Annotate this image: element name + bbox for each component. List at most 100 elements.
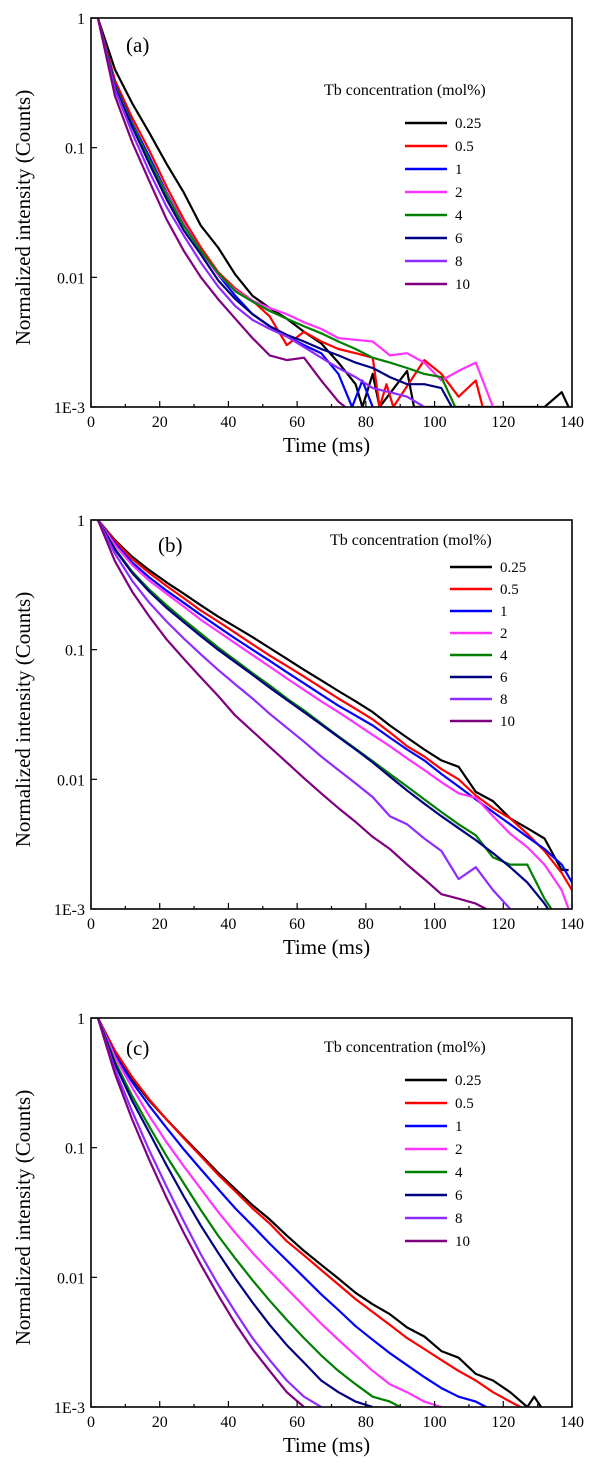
series-line-0.5 xyxy=(96,18,484,407)
x-tick-label: 40 xyxy=(220,916,236,933)
legend-label-0.5: 0.5 xyxy=(455,1096,474,1112)
x-tick-label: 120 xyxy=(491,1414,515,1431)
legend-label-10: 10 xyxy=(455,277,470,293)
x-tick-label: 100 xyxy=(423,414,447,431)
x-tick-label: 80 xyxy=(358,414,374,431)
series-group xyxy=(96,520,572,909)
panel-label: (b) xyxy=(158,533,183,557)
panel-label: (a) xyxy=(126,33,149,57)
legend-label-0.5: 0.5 xyxy=(455,139,474,155)
x-tick-label: 140 xyxy=(560,414,584,431)
y-axis-title: Normalized intensity (Counts) xyxy=(11,1090,35,1345)
legend-label-2: 2 xyxy=(455,1142,463,1158)
series-line-10 xyxy=(96,1018,305,1407)
x-tick-label: 100 xyxy=(423,1414,447,1431)
series-line-8 xyxy=(96,520,512,909)
y-tick-label: 1 xyxy=(77,11,85,28)
series-line-1 xyxy=(96,18,374,407)
legend-label-0.25: 0.25 xyxy=(455,116,481,132)
chart-panel-3: 0 20 40 60 80 100 120 140 1 0.1 0.01 1E-3 Time (ms) N… xyxy=(11,1011,584,1457)
x-axis-title: Time (ms) xyxy=(283,1433,370,1457)
x-tick-label: 80 xyxy=(358,916,374,933)
panel-label: (c) xyxy=(126,1036,149,1060)
x-tick-label: 40 xyxy=(220,414,236,431)
series-line-0.5 xyxy=(97,520,572,891)
x-tick-label: 80 xyxy=(358,1414,374,1431)
x-tick-label: 20 xyxy=(152,1414,168,1431)
legend-label-4: 4 xyxy=(455,208,463,224)
series-line-4 xyxy=(96,520,553,909)
series-line-2 xyxy=(96,18,495,407)
legend-label-1: 1 xyxy=(500,604,508,620)
legend-label-0.5: 0.5 xyxy=(500,582,519,598)
legend-label-10: 10 xyxy=(500,714,515,730)
y-tick-label: 1 xyxy=(77,1011,85,1028)
legend-label-8: 8 xyxy=(455,1211,463,1227)
y-tick-label: 0.01 xyxy=(57,772,85,789)
legend-label-4: 4 xyxy=(455,1165,463,1181)
x-tick-label: 20 xyxy=(152,916,168,933)
y-tick-label: 1E-3 xyxy=(54,1400,85,1417)
legend-title: Tb concentration (mol%) xyxy=(324,82,486,99)
plot-frame xyxy=(90,1017,573,1408)
x-axis-title: Time (ms) xyxy=(283,433,370,457)
legend-label-2: 2 xyxy=(500,626,508,642)
y-tick-label: 1E-3 xyxy=(54,902,85,919)
y-tick-label: 1E-3 xyxy=(54,400,85,417)
series-line-4 xyxy=(96,18,457,407)
series-line-0.25 xyxy=(96,18,570,407)
x-tick-label: 40 xyxy=(220,1414,236,1431)
legend-label-8: 8 xyxy=(500,692,508,708)
series-line-1 xyxy=(96,1018,487,1407)
y-tick-label: 1 xyxy=(77,513,85,530)
legend-title: Tb concentration (mol%) xyxy=(330,532,492,549)
series-line-10 xyxy=(96,18,346,407)
y-axis-title: Normalized intensity (Counts) xyxy=(11,90,35,345)
x-tick-label: 20 xyxy=(152,414,168,431)
y-tick-label: 0.1 xyxy=(65,141,85,158)
x-tick-label: 60 xyxy=(289,916,305,933)
legend-label-4: 4 xyxy=(500,648,508,664)
y-tick-label: 0.1 xyxy=(65,643,85,660)
x-tick-label: 140 xyxy=(560,916,584,933)
series-line-4 xyxy=(96,1018,401,1407)
legend-label-2: 2 xyxy=(455,185,463,201)
series-line-10 xyxy=(96,520,487,909)
y-axis-title: Normalized intensity (Counts) xyxy=(11,592,35,847)
series-line-2 xyxy=(96,1018,442,1407)
chart-panel-2: 0 20 40 60 80 100 120 140 1 0.1 0.01 1E-3 Time (ms) N… xyxy=(11,513,584,959)
y-tick-label: 0.01 xyxy=(57,270,85,287)
x-tick-label: 120 xyxy=(491,916,515,933)
legend-label-6: 6 xyxy=(500,670,508,686)
legend-label-0.25: 0.25 xyxy=(455,1073,481,1089)
y-tick-label: 0.01 xyxy=(57,1270,85,1287)
legend-title: Tb concentration (mol%) xyxy=(324,1039,486,1056)
series-line-0.25 xyxy=(97,520,569,872)
series-line-6 xyxy=(96,520,549,909)
x-axis-title: Time (ms) xyxy=(283,935,370,959)
y-tick-label: 0.1 xyxy=(65,1141,85,1158)
legend-label-1: 1 xyxy=(455,1119,463,1135)
x-tick-label: 60 xyxy=(289,1414,305,1431)
series-line-2 xyxy=(96,520,570,909)
legend-label-6: 6 xyxy=(455,231,463,247)
legend-label-10: 10 xyxy=(455,1234,470,1250)
legend-label-6: 6 xyxy=(455,1188,463,1204)
x-tick-label: 60 xyxy=(289,414,305,431)
series-group xyxy=(96,1018,543,1407)
x-tick-label: 140 xyxy=(560,1414,584,1431)
x-tick-label: 0 xyxy=(87,916,95,933)
x-tick-label: 120 xyxy=(491,414,515,431)
chart-panel-1: 0 20 40 60 80 100 120 140 1 0.1 0.01 1E-3 Time (ms) N… xyxy=(11,11,584,457)
series-line-6 xyxy=(96,1018,374,1407)
series-line-8 xyxy=(96,1018,322,1407)
x-tick-label: 0 xyxy=(87,1414,95,1431)
series-line-8 xyxy=(96,18,425,407)
x-tick-label: 0 xyxy=(87,414,95,431)
legend-label-0.25: 0.25 xyxy=(500,560,526,576)
series-group xyxy=(96,18,570,407)
legend-label-8: 8 xyxy=(455,254,463,270)
legend-label-1: 1 xyxy=(455,162,463,178)
series-line-6 xyxy=(96,18,453,407)
